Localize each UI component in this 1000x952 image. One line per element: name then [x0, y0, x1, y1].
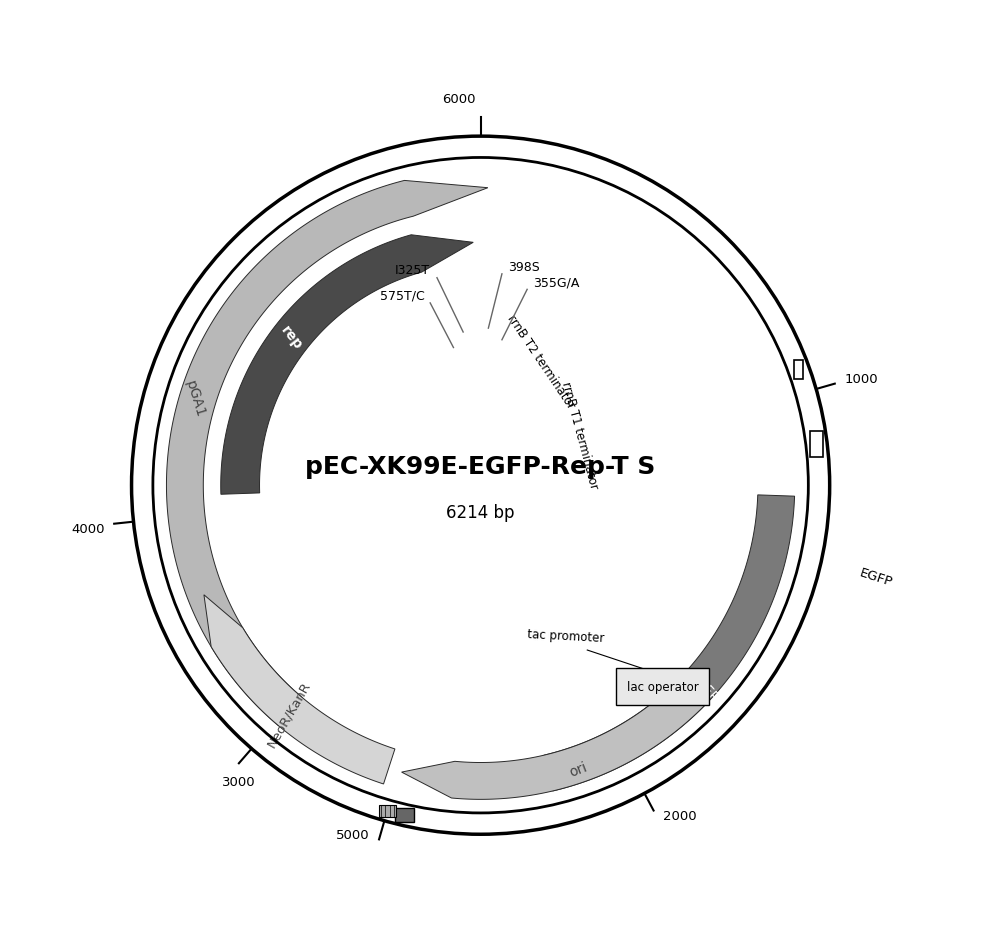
Bar [794, 361, 803, 380]
Text: 2000: 2000 [663, 809, 697, 822]
Text: pGA1: pGA1 [183, 378, 207, 419]
FancyBboxPatch shape [616, 668, 709, 705]
Text: 575T/C: 575T/C [380, 289, 424, 303]
Text: 5000: 5000 [336, 828, 369, 842]
Text: tac promoter: tac promoter [527, 627, 605, 645]
Text: rrnB T2 terminator: rrnB T2 terminator [504, 312, 577, 411]
Text: NeoR/KanR: NeoR/KanR [265, 679, 313, 749]
Bar [810, 432, 823, 457]
Polygon shape [221, 235, 473, 495]
Bar [379, 804, 396, 818]
Text: lac operator: lac operator [627, 681, 699, 694]
Polygon shape [402, 678, 707, 800]
Text: rep: rep [278, 323, 305, 352]
Text: 3000: 3000 [222, 775, 256, 788]
Text: 398S: 398S [508, 260, 540, 273]
Text: 6214 bp: 6214 bp [446, 504, 515, 522]
Text: 4000: 4000 [71, 523, 104, 535]
Text: 1000: 1000 [844, 373, 878, 386]
Text: rrnB T1 terminator: rrnB T1 terminator [559, 380, 600, 490]
Bar [395, 808, 414, 822]
Text: 355G/A: 355G/A [533, 276, 579, 288]
Text: EGFP: EGFP [858, 566, 894, 589]
Text: 6000: 6000 [442, 93, 476, 106]
Text: ori: ori [567, 760, 589, 780]
Polygon shape [204, 595, 395, 784]
Text: I325T: I325T [395, 264, 430, 277]
Text: EGFP: EGFP [687, 668, 721, 704]
Text: pEC-XK99E-EGFP-Rep-T S: pEC-XK99E-EGFP-Rep-T S [305, 454, 656, 478]
Polygon shape [489, 495, 795, 791]
Polygon shape [166, 181, 488, 726]
